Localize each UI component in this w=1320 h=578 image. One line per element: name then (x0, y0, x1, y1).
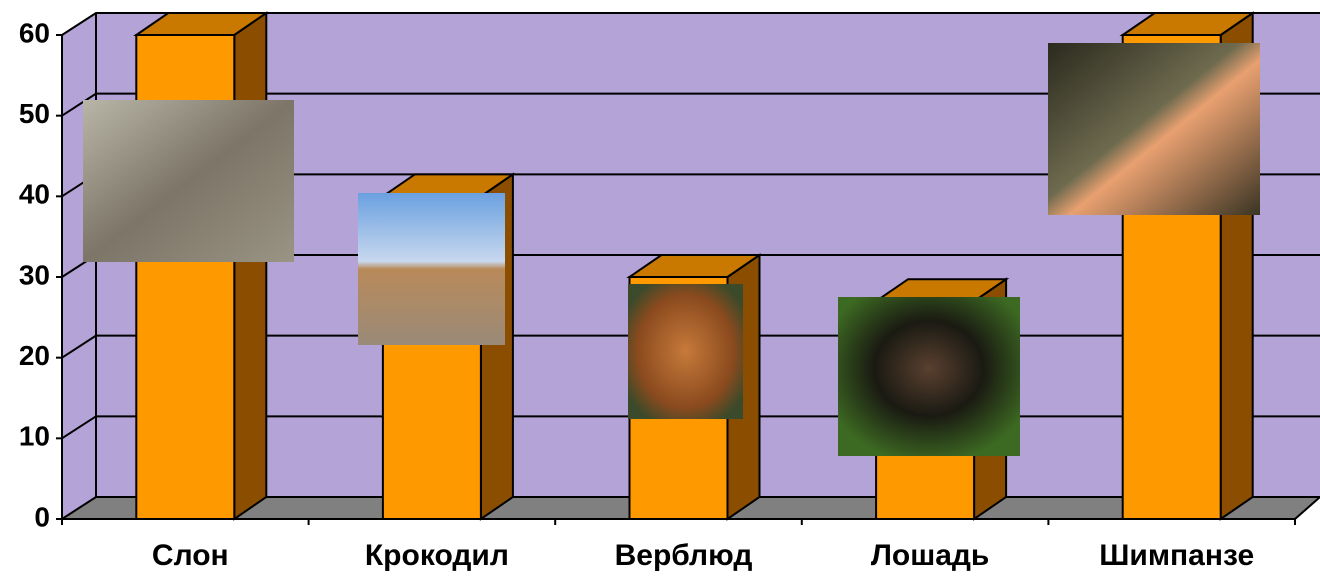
x-tick-label: Лошадь (871, 539, 990, 572)
x-tick-label: Верблюд (615, 539, 753, 572)
bar-side (234, 13, 266, 519)
y-tick-label: 10 (19, 421, 50, 452)
photo (628, 284, 743, 419)
photo (358, 193, 505, 345)
x-tick-label: Шимпанзе (1099, 539, 1254, 572)
y-tick-label: 50 (19, 98, 50, 129)
photo (838, 297, 1020, 456)
x-tick-label: Крокодил (365, 539, 509, 572)
y-tick-label: 30 (19, 259, 50, 290)
photo (1048, 43, 1260, 215)
bar (136, 13, 266, 519)
chart: 0 10 20 30 40 50 60 Слон Крокодил Верблюд Лошадь Ши… (0, 0, 1320, 578)
y-tick-label: 0 (34, 501, 50, 532)
y-tick-label: 40 (19, 179, 50, 210)
x-tick-label: Слон (152, 539, 229, 572)
y-tick-label: 60 (19, 17, 50, 48)
photo (83, 100, 294, 262)
y-tick-label: 20 (19, 340, 50, 371)
